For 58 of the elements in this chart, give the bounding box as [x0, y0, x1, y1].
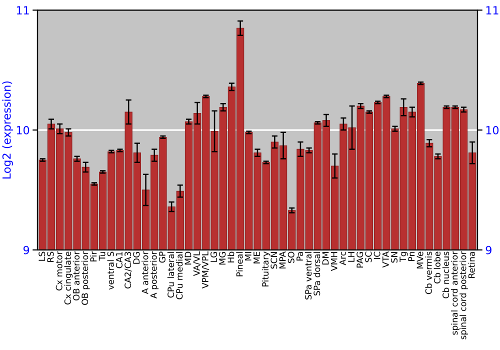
x-tick-label: A anterior	[142, 251, 148, 294]
x-tick-label: Cb lobe	[434, 252, 440, 284]
x-tick-label: OB posterior	[81, 251, 90, 305]
x-tick-label: DM	[322, 252, 329, 265]
x-tick-label: DG	[133, 252, 140, 264]
x-tick-label: Pituitary	[262, 252, 270, 286]
x-tick-label: spinal cord posterior	[460, 251, 468, 340]
x-tick-label: LG	[210, 252, 218, 262]
x-tick-label: IC	[374, 252, 380, 259]
x-tick-label: VPM/VPL	[202, 251, 210, 289]
x-tick-label: GP	[158, 252, 166, 263]
x-tick-label: spinal cord anterior	[450, 251, 460, 335]
x-tick-label: SN	[390, 252, 398, 263]
x-tick-label: MD	[184, 252, 192, 265]
x-tick-label: MPA	[279, 251, 286, 268]
x-tick-label: OB anterior	[72, 251, 80, 300]
x-tick-label: LH	[348, 252, 354, 262]
x-tick-label: A posterior	[150, 251, 159, 298]
x-tick-label: Pa	[296, 252, 303, 261]
x-tick-label: VA/VL	[193, 251, 201, 276]
x-tick-label: Arc	[340, 252, 346, 266]
y2-tick-label: 9	[486, 246, 492, 254]
x-tick-label: Pn	[408, 252, 415, 261]
x-tick-label: VTA	[382, 251, 389, 268]
y2-tick-label: 11	[486, 6, 498, 14]
x-tick-label: ventral S	[107, 252, 114, 290]
x-tick-label: CA1	[116, 252, 122, 268]
x-tick-label: VMH	[330, 252, 338, 272]
y-tick-label: 11	[16, 6, 29, 14]
x-tick-label: SC	[365, 252, 372, 262]
x-tick-label: Tg	[400, 252, 408, 262]
x-tick-label: Tu	[98, 252, 106, 261]
x-tick-label: CPu lateral	[167, 252, 174, 298]
x-tick-label: RS	[47, 252, 54, 262]
x-tick-label: MI	[245, 252, 252, 260]
x-tick-label: CA2/CA3	[124, 252, 132, 288]
x-tick-label: Hb	[228, 252, 234, 262]
x-tick-label: Pir	[90, 251, 97, 262]
x-tick-label: Pineal	[236, 252, 243, 276]
x-tick-label: SPa ventral	[304, 252, 312, 300]
x-tick-label: ME	[254, 252, 260, 264]
x-tick-label: Retina	[468, 252, 475, 278]
x-tick-label: PAG	[356, 252, 364, 268]
x-tick-label: Cb nucleus	[442, 252, 450, 298]
x-tick-label: Cx motor	[56, 251, 62, 290]
y-tick-label: 10	[16, 126, 30, 134]
x-tick-label: SO	[288, 252, 294, 263]
y2-tick-label: 10	[486, 126, 499, 134]
y-tick-label: 9	[23, 246, 30, 254]
x-tick-label: MG	[219, 252, 226, 265]
x-tick-label: MVe	[416, 252, 424, 268]
x-tick-label: CPu medial	[176, 252, 183, 300]
x-tick-label: SPa dorsal	[313, 252, 320, 296]
x-tick-label: Cx cingulate	[64, 252, 73, 305]
y-axis-title: Log2 (expression)	[2, 81, 13, 178]
x-tick-label: Cb vermis	[425, 252, 432, 294]
x-tick-label: LS	[38, 252, 46, 261]
x-tick-label: SCN	[270, 252, 278, 269]
